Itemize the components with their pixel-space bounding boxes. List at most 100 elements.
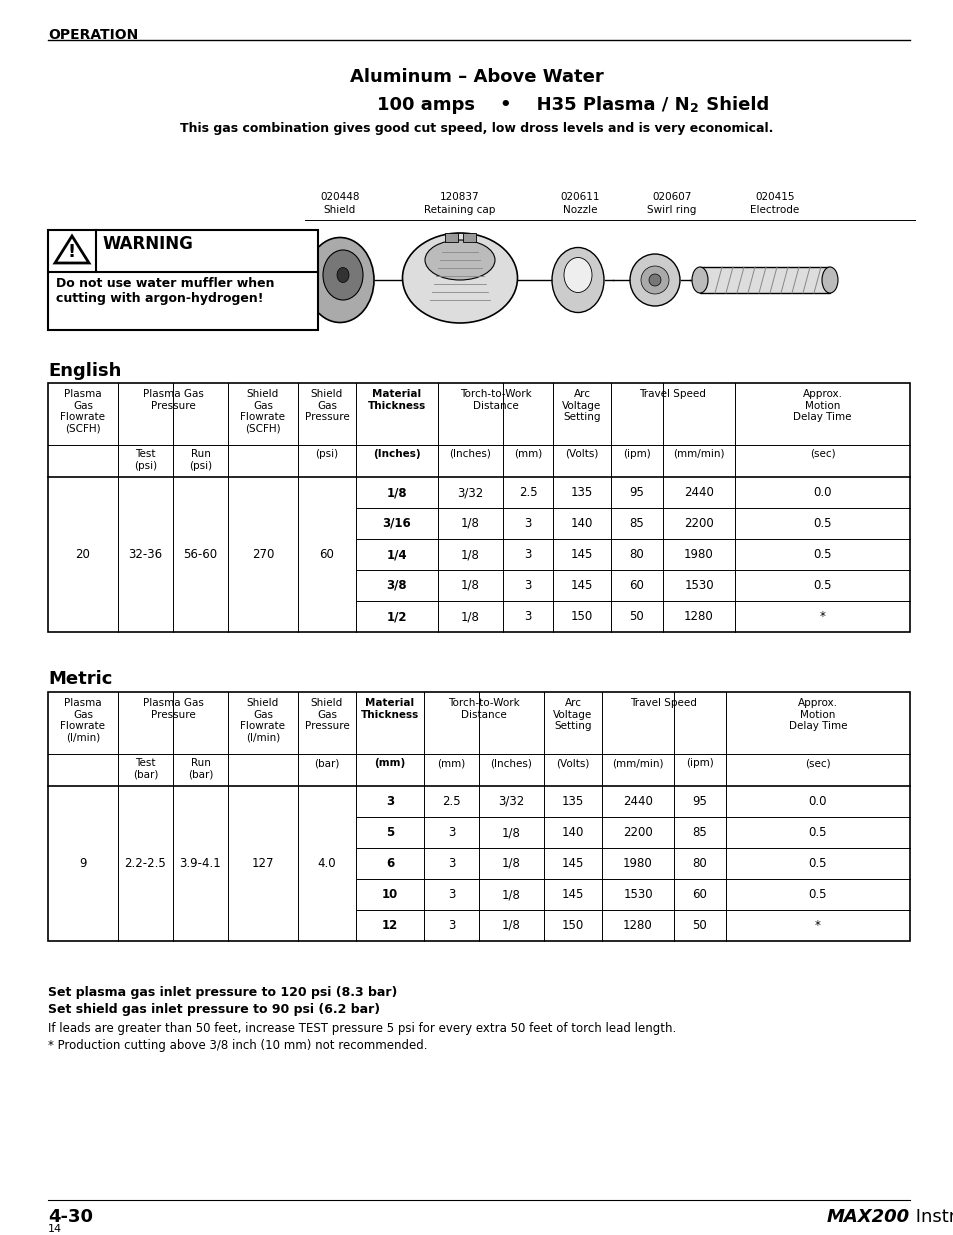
Text: (ipm): (ipm): [622, 450, 650, 459]
Text: 3/8: 3/8: [386, 579, 407, 592]
Ellipse shape: [323, 249, 363, 300]
Text: (Inches): (Inches): [449, 450, 491, 459]
Text: 3: 3: [447, 857, 455, 869]
Text: Shield
Gas
Flowrate
(l/min): Shield Gas Flowrate (l/min): [240, 698, 285, 742]
Text: Approx.
Motion
Delay Time: Approx. Motion Delay Time: [788, 698, 846, 731]
Text: 1/8: 1/8: [460, 610, 479, 622]
Text: 1/8: 1/8: [460, 517, 479, 530]
Ellipse shape: [640, 266, 668, 294]
Text: !: !: [68, 243, 76, 261]
Text: 0.5: 0.5: [812, 548, 831, 561]
Bar: [444, 233, 457, 242]
Text: 85: 85: [629, 517, 643, 530]
Text: Metric: Metric: [48, 671, 112, 688]
Text: Plasma
Gas
Flowrate
(SCFH): Plasma Gas Flowrate (SCFH): [60, 389, 106, 433]
Text: 2440: 2440: [622, 795, 652, 808]
Text: (mm): (mm): [374, 758, 405, 768]
Text: 2200: 2200: [622, 826, 652, 839]
Text: This gas combination gives good cut speed, low dross levels and is very economic: This gas combination gives good cut spee…: [180, 122, 773, 135]
Text: 140: 140: [570, 517, 593, 530]
Text: 2.5: 2.5: [442, 795, 460, 808]
Text: 9: 9: [79, 857, 87, 869]
Text: Electrode: Electrode: [750, 205, 799, 215]
Bar: [48, 230, 317, 330]
Text: Set plasma gas inlet pressure to 120 psi (8.3 bar): Set plasma gas inlet pressure to 120 psi…: [48, 986, 397, 999]
Text: English: English: [48, 362, 121, 380]
Ellipse shape: [691, 267, 707, 293]
Text: 1/8: 1/8: [460, 579, 479, 592]
Text: 1/8: 1/8: [386, 487, 407, 499]
Text: *: *: [819, 610, 824, 622]
Text: Nozzle: Nozzle: [562, 205, 597, 215]
Text: 145: 145: [570, 579, 593, 592]
Ellipse shape: [629, 254, 679, 306]
Text: 020415: 020415: [755, 191, 794, 203]
Text: 2.2-2.5: 2.2-2.5: [125, 857, 166, 869]
Text: 32-36: 32-36: [129, 548, 162, 561]
Text: Shield: Shield: [323, 205, 355, 215]
Text: 56-60: 56-60: [183, 548, 217, 561]
Text: 10: 10: [381, 888, 397, 902]
Text: * Production cutting above 3/8 inch (10 mm) not recommended.: * Production cutting above 3/8 inch (10 …: [48, 1039, 427, 1052]
Text: Shield
Gas
Flowrate
(SCFH): Shield Gas Flowrate (SCFH): [240, 389, 285, 433]
Text: Shield: Shield: [700, 96, 768, 114]
Text: 85: 85: [692, 826, 706, 839]
Text: 80: 80: [692, 857, 706, 869]
Text: 60: 60: [629, 579, 644, 592]
Text: Set shield gas inlet pressure to 90 psi (6.2 bar): Set shield gas inlet pressure to 90 psi …: [48, 1003, 379, 1016]
Text: 1/8: 1/8: [501, 857, 520, 869]
Text: 1/8: 1/8: [460, 548, 479, 561]
Text: Torch-to-Work
Distance: Torch-to-Work Distance: [459, 389, 531, 410]
Text: Travel Speed: Travel Speed: [639, 389, 706, 399]
Text: 3/32: 3/32: [456, 487, 483, 499]
Text: 127: 127: [252, 857, 274, 869]
Text: Plasma
Gas
Flowrate
(l/min): Plasma Gas Flowrate (l/min): [60, 698, 106, 742]
Text: 1530: 1530: [683, 579, 713, 592]
Text: 3: 3: [447, 888, 455, 902]
Text: 020611: 020611: [559, 191, 599, 203]
Text: Plasma Gas
Pressure: Plasma Gas Pressure: [142, 389, 203, 410]
Text: 3: 3: [524, 548, 531, 561]
Text: (Inches): (Inches): [490, 758, 532, 768]
Text: 0.5: 0.5: [808, 826, 826, 839]
Text: (psi): (psi): [315, 450, 338, 459]
Text: 1280: 1280: [683, 610, 713, 622]
Text: 020607: 020607: [652, 191, 691, 203]
Text: 145: 145: [561, 888, 583, 902]
Text: 12: 12: [381, 919, 397, 932]
Text: 2.5: 2.5: [518, 487, 537, 499]
Text: 3/32: 3/32: [497, 795, 524, 808]
Text: 1/2: 1/2: [386, 610, 407, 622]
Text: (ipm): (ipm): [685, 758, 713, 768]
Bar: [48, 692, 909, 941]
Text: Approx.
Motion
Delay Time: Approx. Motion Delay Time: [792, 389, 851, 422]
Text: 0.5: 0.5: [808, 857, 826, 869]
Bar: [700, 267, 829, 293]
Text: 145: 145: [570, 548, 593, 561]
Text: 135: 135: [561, 795, 583, 808]
Text: 95: 95: [692, 795, 707, 808]
Text: 145: 145: [561, 857, 583, 869]
Text: 020448: 020448: [320, 191, 359, 203]
Text: 0.0: 0.0: [812, 487, 831, 499]
Text: 1980: 1980: [683, 548, 713, 561]
Text: 3.9-4.1: 3.9-4.1: [179, 857, 221, 869]
Text: 1280: 1280: [622, 919, 652, 932]
Text: Swirl ring: Swirl ring: [647, 205, 696, 215]
Text: 1530: 1530: [622, 888, 652, 902]
Text: WARNING: WARNING: [103, 235, 193, 253]
Ellipse shape: [336, 268, 349, 283]
Text: (Volts): (Volts): [565, 450, 598, 459]
Text: 80: 80: [629, 548, 643, 561]
Text: 0.0: 0.0: [808, 795, 826, 808]
Text: 1/8: 1/8: [501, 826, 520, 839]
Text: Arc
Voltage
Setting: Arc Voltage Setting: [561, 389, 601, 422]
Text: 140: 140: [561, 826, 583, 839]
Text: (mm): (mm): [436, 758, 465, 768]
Text: Shield
Gas
Pressure: Shield Gas Pressure: [304, 698, 349, 731]
Text: (mm/min): (mm/min): [612, 758, 663, 768]
Text: 4.0: 4.0: [317, 857, 336, 869]
Ellipse shape: [306, 237, 374, 322]
Text: 0.5: 0.5: [812, 517, 831, 530]
Text: Run
(bar): Run (bar): [188, 758, 213, 779]
